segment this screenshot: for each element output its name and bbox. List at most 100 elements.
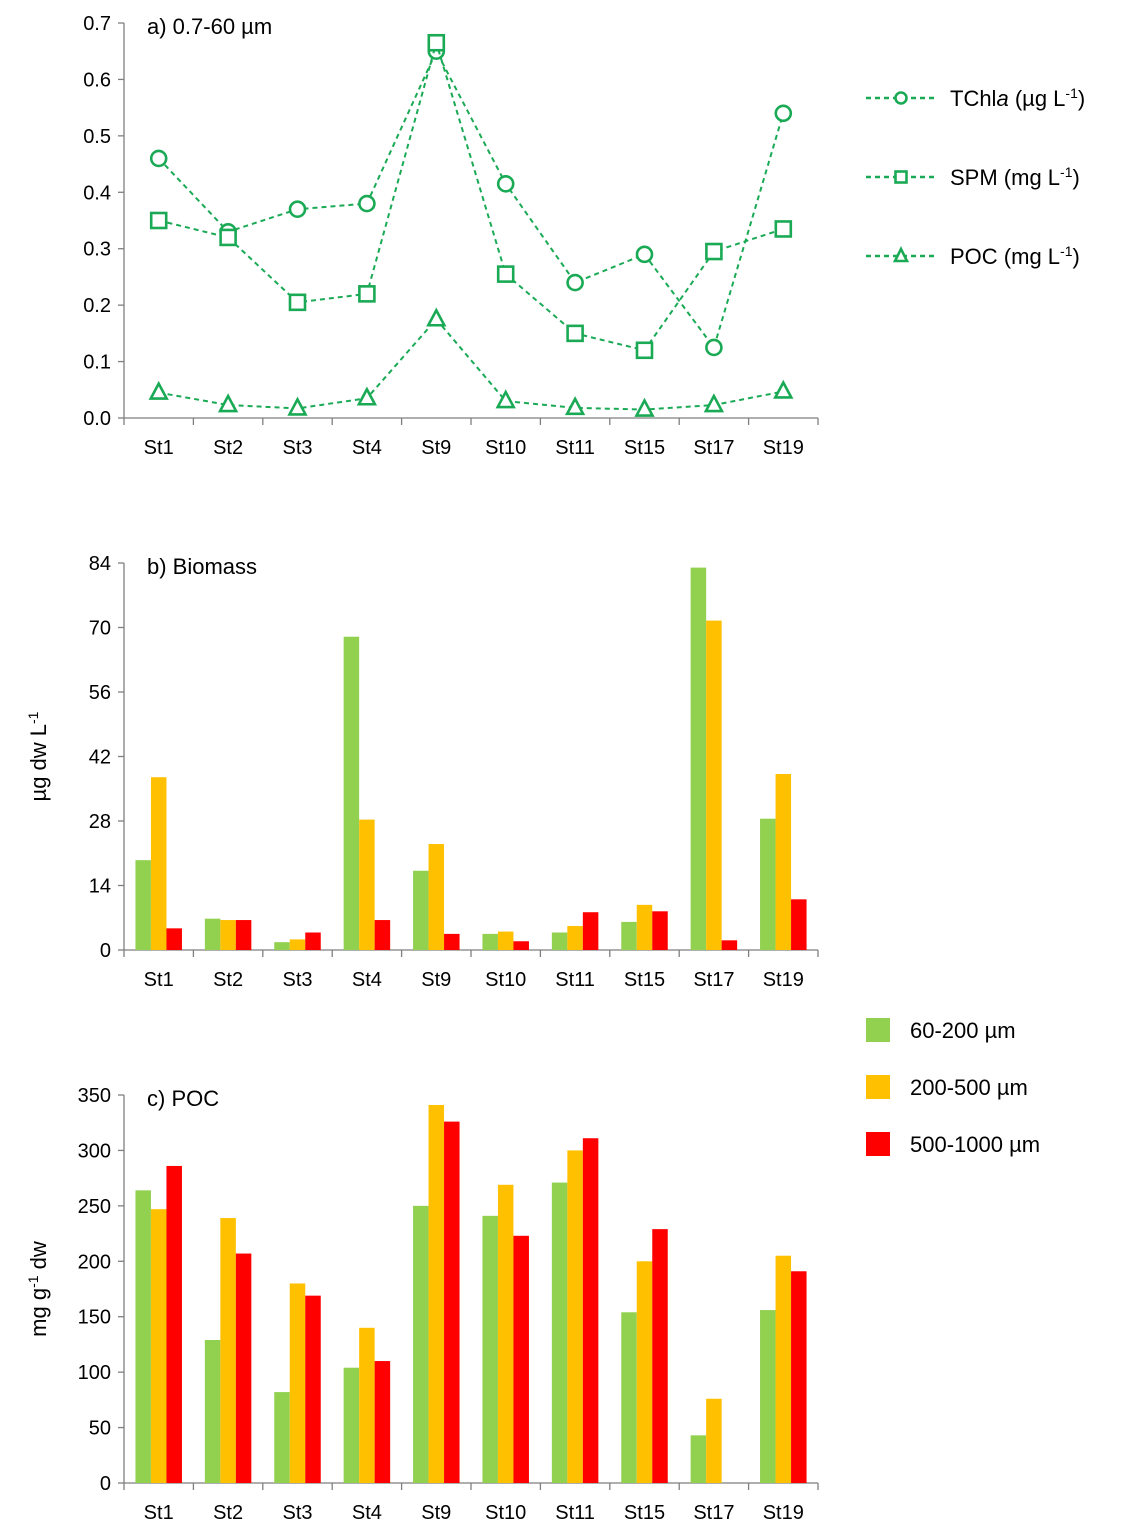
bar — [760, 818, 776, 950]
y-tick-label: 70 — [89, 618, 111, 640]
legend-swatch — [866, 1018, 890, 1042]
bar — [166, 928, 182, 950]
y-tick-label: 150 — [78, 1307, 111, 1329]
triangle-marker — [356, 386, 378, 406]
bar — [621, 921, 637, 950]
triangle-marker — [426, 307, 447, 327]
y-tick-label: 28 — [89, 811, 111, 833]
y-tick-label: 200 — [78, 1251, 111, 1273]
bar — [274, 942, 290, 950]
y-tick-label: 42 — [89, 747, 111, 769]
x-tick-label: St9 — [421, 969, 451, 991]
bar — [204, 918, 221, 950]
x-tick-label: St4 — [352, 437, 382, 459]
x-tick-label: St2 — [213, 1502, 243, 1524]
bar — [482, 933, 498, 950]
x-tick-label: St3 — [282, 437, 312, 459]
bar — [690, 1435, 707, 1483]
bar — [497, 931, 514, 950]
square-marker — [288, 293, 307, 312]
panel-title: c) POC — [147, 1086, 219, 1111]
bar — [791, 1271, 807, 1483]
legend-label: 500-1000 µm — [910, 1132, 1040, 1157]
bar — [760, 1310, 776, 1483]
legend-label: SPM (mg L-1) — [950, 164, 1080, 190]
legend-swatch — [866, 1132, 890, 1156]
bar — [428, 1104, 445, 1483]
x-tick-label: St9 — [421, 437, 451, 459]
bar — [775, 774, 792, 950]
x-tick-label: St3 — [282, 1502, 312, 1524]
bar — [636, 1261, 653, 1483]
bar — [305, 1295, 321, 1483]
x-tick-label: St17 — [693, 437, 734, 459]
triangle-marker — [287, 396, 308, 416]
circle-marker — [705, 338, 723, 357]
bar — [551, 1182, 568, 1483]
square-marker — [496, 265, 515, 283]
x-tick-label: St2 — [213, 969, 243, 991]
bar — [135, 860, 151, 950]
x-tick-label: St1 — [144, 969, 174, 991]
triangle-marker — [634, 397, 655, 417]
y-tick-label: 84 — [89, 553, 111, 575]
x-tick-label: St1 — [144, 437, 174, 459]
x-tick-label: St17 — [693, 1502, 734, 1524]
bar — [359, 1327, 375, 1483]
square-marker — [705, 242, 723, 261]
y-tick-label: 100 — [78, 1362, 111, 1384]
x-tick-label: St10 — [485, 437, 526, 459]
panel-title: b) Biomass — [147, 554, 257, 579]
bar — [150, 777, 167, 950]
bar — [343, 1367, 360, 1483]
bar — [413, 870, 429, 950]
bar — [359, 819, 375, 950]
series-line-3 — [158, 317, 784, 411]
bar — [775, 1255, 792, 1483]
x-tick-label: St10 — [485, 1502, 526, 1524]
bar — [444, 1121, 460, 1483]
bar-legend: 60-200 µm 200-500 µm 500-1000 µm — [866, 1018, 1040, 1157]
x-tick-label: St4 — [352, 969, 382, 991]
bar — [220, 1218, 236, 1483]
bar — [567, 1150, 583, 1483]
circle-marker — [288, 200, 307, 219]
bar — [444, 933, 460, 950]
triangle-marker — [892, 246, 910, 263]
y-tick-label: 0.1 — [83, 352, 111, 374]
bar — [721, 940, 738, 950]
legend-label: TChla (µg L-1) — [950, 85, 1085, 111]
bar — [567, 926, 583, 950]
panel-c-poc-bar-chart: 0 50 100 150 200 250 300 350 St1 St2 St3 St4 St9 St10… — [25, 1085, 819, 1524]
circle-marker — [358, 194, 376, 213]
bar — [413, 1205, 429, 1483]
triangle-marker — [564, 396, 586, 416]
series-line-1 — [157, 48, 785, 350]
bar — [652, 911, 668, 950]
y-tick-label: 0.4 — [83, 182, 111, 204]
x-tick-label: St4 — [352, 1502, 382, 1524]
y-tick-label: 0.6 — [83, 69, 111, 91]
y-tick-label: 0.5 — [83, 126, 111, 148]
x-tick-label: St15 — [624, 1502, 665, 1524]
bar — [305, 932, 321, 950]
y-tick-label: 14 — [89, 876, 111, 898]
panel-a-line-chart: 0.0 0.1 0.2 0.3 0.4 0.5 0.6 0.7 St1 St2 St3 St4 St9 S… — [83, 13, 819, 459]
y-tick-label: 0.7 — [83, 13, 111, 35]
x-tick-label: St9 — [421, 1502, 451, 1524]
line-legend: TChla (µg L-1) SPM (mg L-1) POC (mg L-1) — [866, 85, 1085, 269]
bar — [374, 920, 391, 950]
y-tick-label: 0.0 — [83, 408, 111, 430]
bar — [582, 1138, 599, 1483]
y-tick-label: 300 — [78, 1140, 111, 1162]
x-tick-label: St3 — [282, 969, 312, 991]
bar — [497, 1184, 514, 1483]
y-tick-label: 0.2 — [83, 295, 111, 317]
triangle-marker — [495, 389, 516, 409]
square-marker — [358, 285, 376, 303]
bar — [343, 636, 360, 950]
bar — [220, 920, 236, 950]
square-marker — [894, 170, 908, 184]
bar — [636, 904, 653, 950]
